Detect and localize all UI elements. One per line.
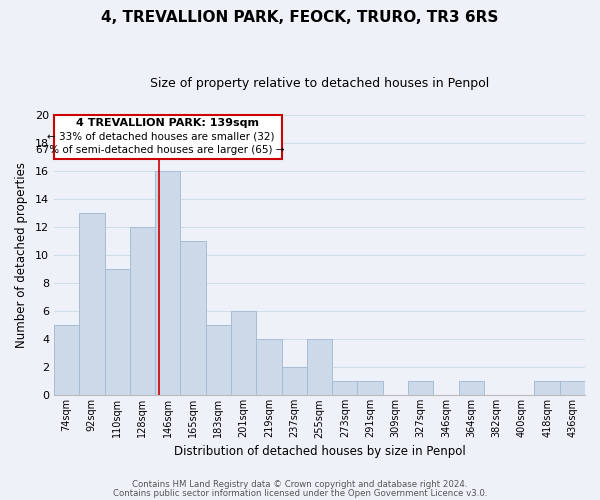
Bar [535, 382, 560, 396]
Text: ← 33% of detached houses are smaller (32): ← 33% of detached houses are smaller (32… [47, 132, 274, 141]
Bar [79, 214, 104, 396]
Bar [155, 172, 181, 396]
Bar [181, 242, 206, 396]
Bar [130, 228, 155, 396]
Bar [256, 340, 281, 396]
Y-axis label: Number of detached properties: Number of detached properties [15, 162, 28, 348]
X-axis label: Distribution of detached houses by size in Penpol: Distribution of detached houses by size … [173, 444, 466, 458]
Text: 67% of semi-detached houses are larger (65) →: 67% of semi-detached houses are larger (… [36, 146, 284, 156]
Bar [307, 340, 332, 396]
Bar [231, 312, 256, 396]
Bar [408, 382, 433, 396]
Text: Contains public sector information licensed under the Open Government Licence v3: Contains public sector information licen… [113, 490, 487, 498]
Bar [281, 368, 307, 396]
Text: Contains HM Land Registry data © Crown copyright and database right 2024.: Contains HM Land Registry data © Crown c… [132, 480, 468, 489]
Bar [358, 382, 383, 396]
Bar [54, 326, 79, 396]
Bar [206, 326, 231, 396]
Bar [458, 382, 484, 396]
Bar [560, 382, 585, 396]
Text: 4, TREVALLION PARK, FEOCK, TRURO, TR3 6RS: 4, TREVALLION PARK, FEOCK, TRURO, TR3 6R… [101, 10, 499, 25]
Text: 4 TREVALLION PARK: 139sqm: 4 TREVALLION PARK: 139sqm [76, 118, 259, 128]
Title: Size of property relative to detached houses in Penpol: Size of property relative to detached ho… [150, 78, 489, 90]
Bar [104, 270, 130, 396]
FancyBboxPatch shape [55, 116, 281, 160]
Bar [332, 382, 358, 396]
